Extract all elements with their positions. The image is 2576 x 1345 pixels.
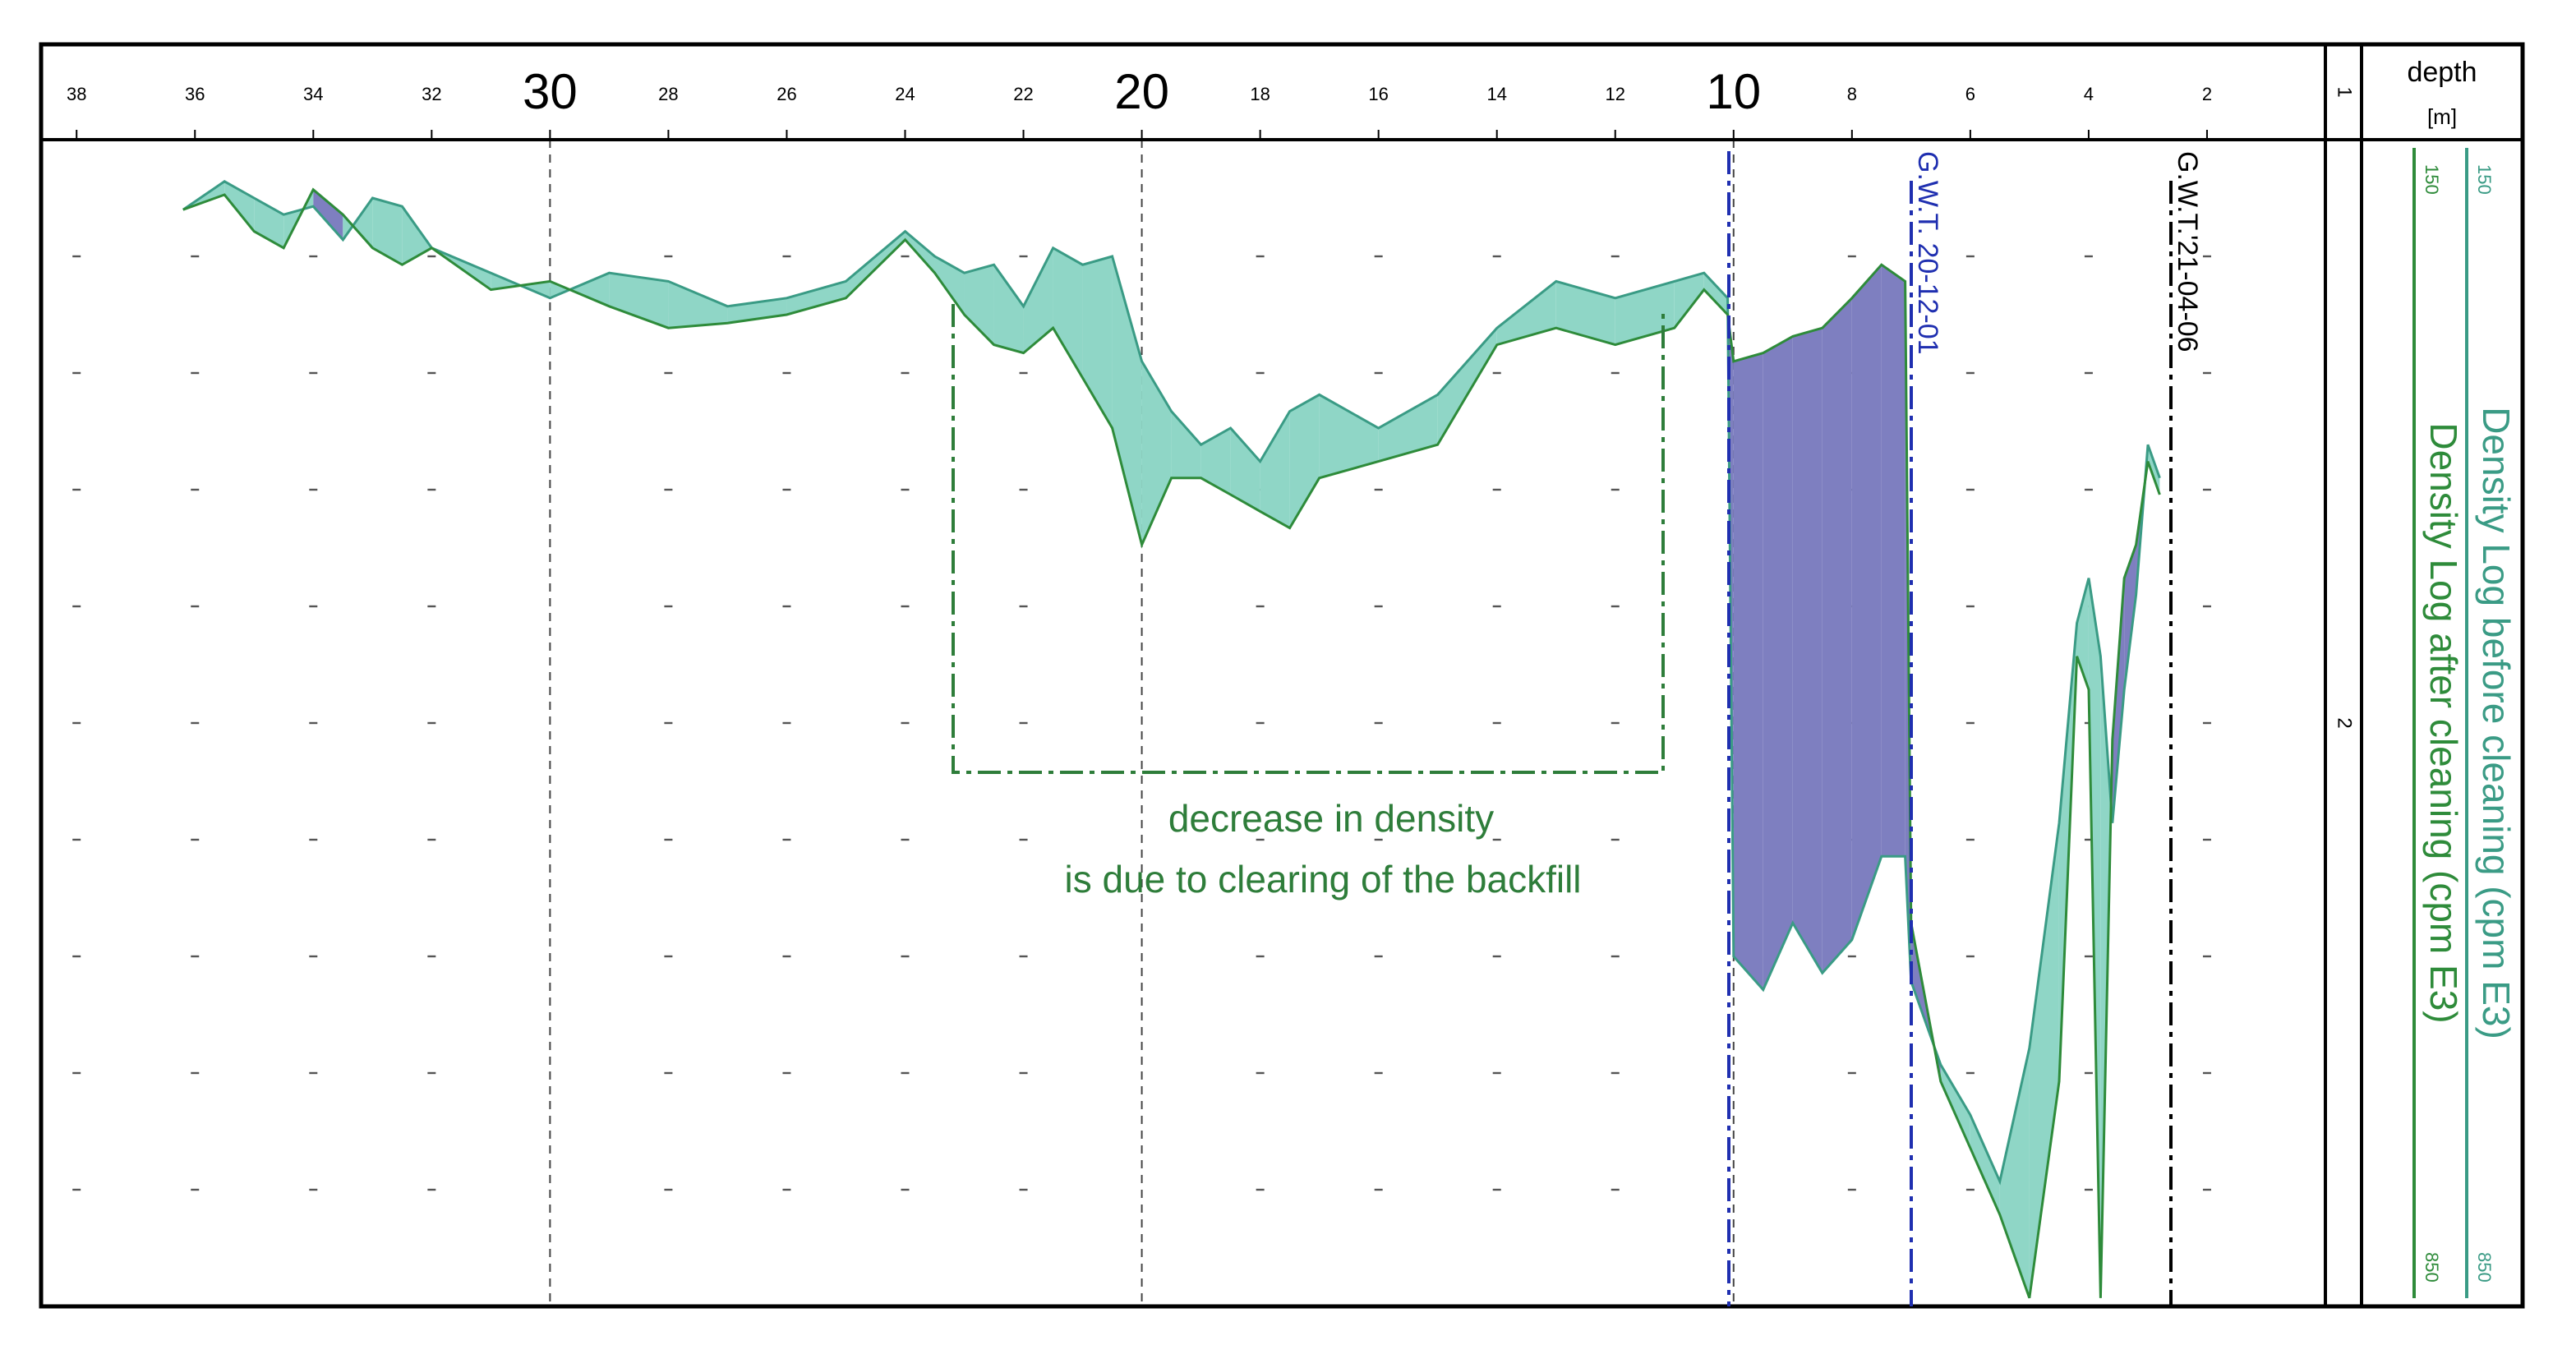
scale-label: 850: [2422, 1252, 2442, 1283]
scale-label: 150: [2474, 164, 2495, 195]
track-label: 1: [2334, 86, 2356, 97]
fill-between: [1970, 1114, 2000, 1215]
x-tick-label: 34: [303, 84, 323, 104]
x-tick-label: 2: [2202, 84, 2212, 104]
fill-between: [1703, 273, 1728, 315]
fill-between: [1763, 336, 1793, 990]
fill-between: [372, 198, 403, 265]
fill-between: [964, 265, 994, 345]
x-tick-label: 26: [776, 84, 796, 104]
x-tick-label: 18: [1250, 84, 1270, 104]
fill-between: [846, 231, 906, 298]
x-tick-label: 8: [1847, 84, 1857, 104]
gwt-label: G.W.T.'21-04-06: [2172, 151, 2203, 352]
fill-between: [668, 281, 728, 329]
x-tick-label: 32: [422, 84, 441, 104]
fill-between: [1792, 328, 1823, 974]
fill-between: [1733, 352, 1763, 990]
fill-between: [1319, 394, 1379, 478]
legend-label: Density Log before cleaning (cpm E3): [2475, 407, 2518, 1039]
x-tick-label: 6: [1965, 84, 1975, 104]
fill-between: [2124, 544, 2136, 690]
fill-between: [1881, 265, 1906, 857]
fill-between: [1230, 427, 1260, 512]
x-tick-label: 16: [1368, 84, 1388, 104]
legend-label: Density Log after cleaning (cpm E3): [2422, 422, 2465, 1023]
fill-between: [1615, 281, 1675, 345]
scale-label: 150: [2422, 164, 2442, 195]
fill-between: [1437, 328, 1497, 445]
x-axis-label: [m]: [2427, 104, 2457, 129]
track-label: 2: [2334, 717, 2356, 728]
frame: [39, 42, 2525, 1309]
fill-between: [550, 273, 610, 306]
fill-between: [1082, 256, 1113, 428]
x-tick-label: 30: [523, 64, 578, 119]
fill-between: [1053, 247, 1083, 379]
fill-between: [2029, 822, 2059, 1298]
annotation-text: decrease in density: [1168, 797, 1494, 840]
fill-between: [934, 256, 965, 315]
fill-between: [1289, 394, 1320, 528]
fill-between: [1940, 1064, 1970, 1149]
fill-between: [1171, 411, 1201, 478]
x-tick-label: 38: [67, 84, 86, 104]
plot-area: 38 36 34 32 30 28 26 24 22 20 18 16 14 12 10 8 6 4 2: [67, 64, 2212, 1306]
series-line: [182, 187, 2161, 1299]
scale-label: 850: [2474, 1252, 2495, 1283]
fill-between: [2112, 578, 2125, 823]
fill-between: [1141, 361, 1172, 545]
fill-between: [1378, 394, 1438, 462]
fill-between: [905, 231, 935, 274]
x-tick-label: 36: [185, 84, 205, 104]
fill-between: [1674, 273, 1704, 329]
fill-between: [402, 206, 432, 265]
x-tick-label: 20: [1114, 64, 1169, 119]
fill-between: [993, 265, 1024, 353]
fill-between: [2147, 444, 2160, 495]
annotation-box: [952, 304, 1665, 774]
fill-between: [1851, 265, 1882, 940]
x-tick-label: 10: [1706, 64, 1761, 119]
fill-between: [1200, 427, 1231, 495]
x-tick-label: 12: [1606, 84, 1625, 104]
annotation-text: is due to clearing of the backfill: [1064, 858, 1581, 901]
fill-between: [313, 189, 343, 240]
fill-between: [1555, 281, 1615, 345]
series-line: [182, 180, 2161, 1186]
fill-between: [1260, 411, 1290, 528]
fill-between: [1023, 247, 1053, 353]
fill-between: [1496, 281, 1556, 345]
x-tick-label: 4: [2084, 84, 2094, 104]
gwt-label: G.W.T. 20-12-01: [1912, 151, 1943, 355]
fill-between: [1822, 297, 1852, 974]
fill-between: [1112, 256, 1142, 545]
x-tick-label: 24: [895, 84, 915, 104]
x-tick-label: 22: [1013, 84, 1033, 104]
fill-between: [609, 273, 669, 329]
x-axis-label: depth: [2407, 57, 2477, 88]
fill-between: [786, 281, 846, 315]
x-tick-label: 14: [1486, 84, 1506, 104]
x-tick-label: 28: [658, 84, 678, 104]
legend: Density Log before cleaning (cpm E3) 150 8…: [2422, 164, 2518, 1283]
